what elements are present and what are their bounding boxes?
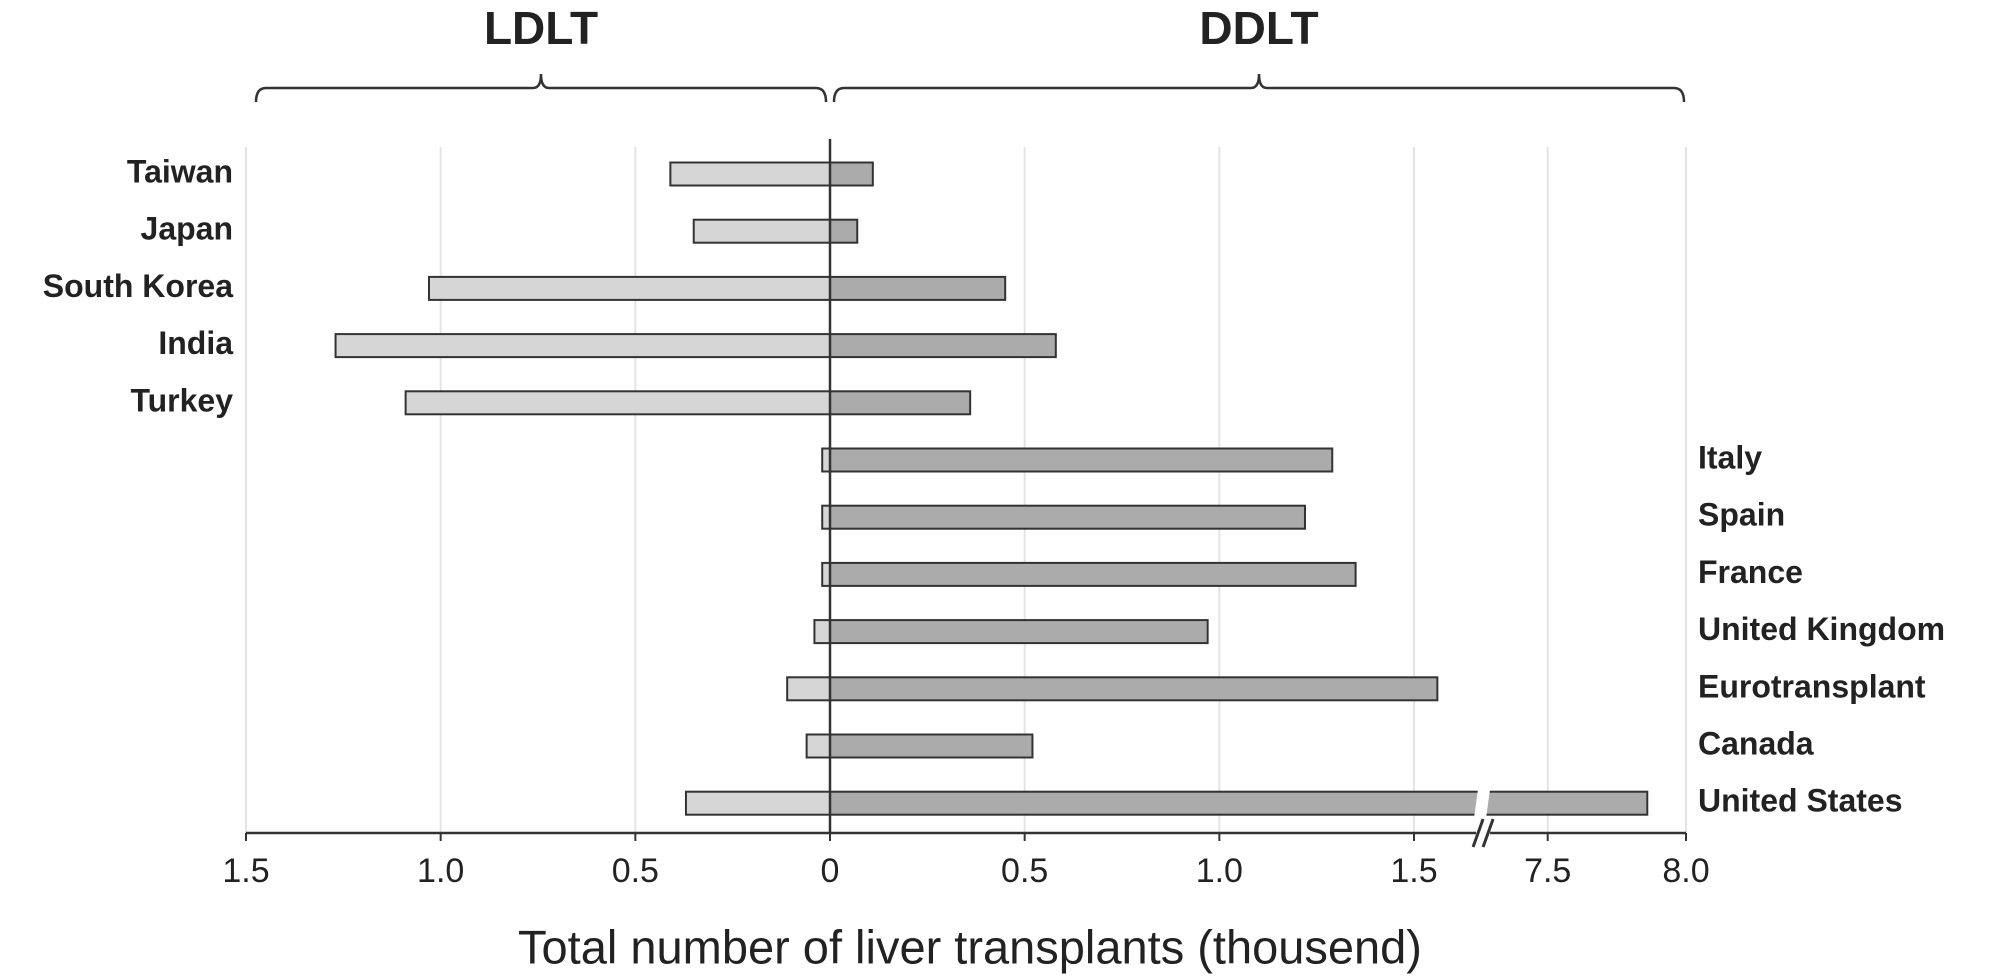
bar-ddlt <box>829 447 1334 473</box>
bar-ldlt <box>334 333 831 359</box>
x-tick-label: 1.0 <box>1196 852 1243 890</box>
bar-ldlt <box>786 676 832 702</box>
bar-ddlt <box>829 561 1357 587</box>
bar-break-gap <box>1474 788 1491 818</box>
bar-ldlt <box>427 275 831 301</box>
bar-ddlt <box>829 161 874 187</box>
x-tick-label: 1.0 <box>417 852 464 890</box>
category-label: Taiwan <box>127 153 233 189</box>
category-label: Spain <box>1698 497 1785 533</box>
bar-ddlt <box>829 676 1439 702</box>
x-tick-label: 1.5 <box>1390 852 1437 890</box>
bar-ddlt <box>829 390 972 416</box>
bar-ldlt <box>805 733 832 759</box>
bar-ldlt <box>669 161 832 187</box>
category-label: France <box>1698 554 1803 590</box>
bracket <box>254 73 828 103</box>
category-label: Turkey <box>130 382 233 418</box>
left-header: LDLT <box>484 2 598 54</box>
category-label: South Korea <box>43 268 233 304</box>
category-label: Eurotransplant <box>1698 668 1926 704</box>
x-tick-label: 0.5 <box>612 852 659 890</box>
category-label: United Kingdom <box>1698 611 1945 647</box>
bar-ddlt <box>829 504 1306 530</box>
bar-ddlt <box>829 218 859 244</box>
x-tick-label: 0 <box>821 852 840 890</box>
x-tick-label: 1.5 <box>222 852 269 890</box>
category-label: Japan <box>141 211 233 247</box>
x-axis-label: Total number of liver transplants (thous… <box>518 920 1422 973</box>
bar-ddlt <box>829 733 1034 759</box>
right-header: DDLT <box>1199 2 1318 54</box>
bar-ddlt <box>829 790 1649 816</box>
bar-ldlt <box>813 619 832 645</box>
bar-ddlt <box>829 275 1007 301</box>
bar-ddlt <box>829 333 1057 359</box>
bar-ddlt <box>829 619 1209 645</box>
x-tick-label: 8.0 <box>1662 852 1709 890</box>
x-tick-label: 0.5 <box>1001 852 1048 890</box>
x-tick-label: 7.5 <box>1524 852 1571 890</box>
bar-ldlt <box>692 218 831 244</box>
category-label: Canada <box>1698 725 1814 761</box>
category-label: United States <box>1698 783 1902 819</box>
bracket <box>832 73 1686 103</box>
bar-ldlt <box>684 790 831 816</box>
axis-break-mark <box>1481 818 1495 848</box>
category-label: India <box>158 325 233 361</box>
category-label: Italy <box>1698 439 1762 475</box>
bar-ldlt <box>404 390 831 416</box>
axis-break-mark <box>1471 818 1485 848</box>
